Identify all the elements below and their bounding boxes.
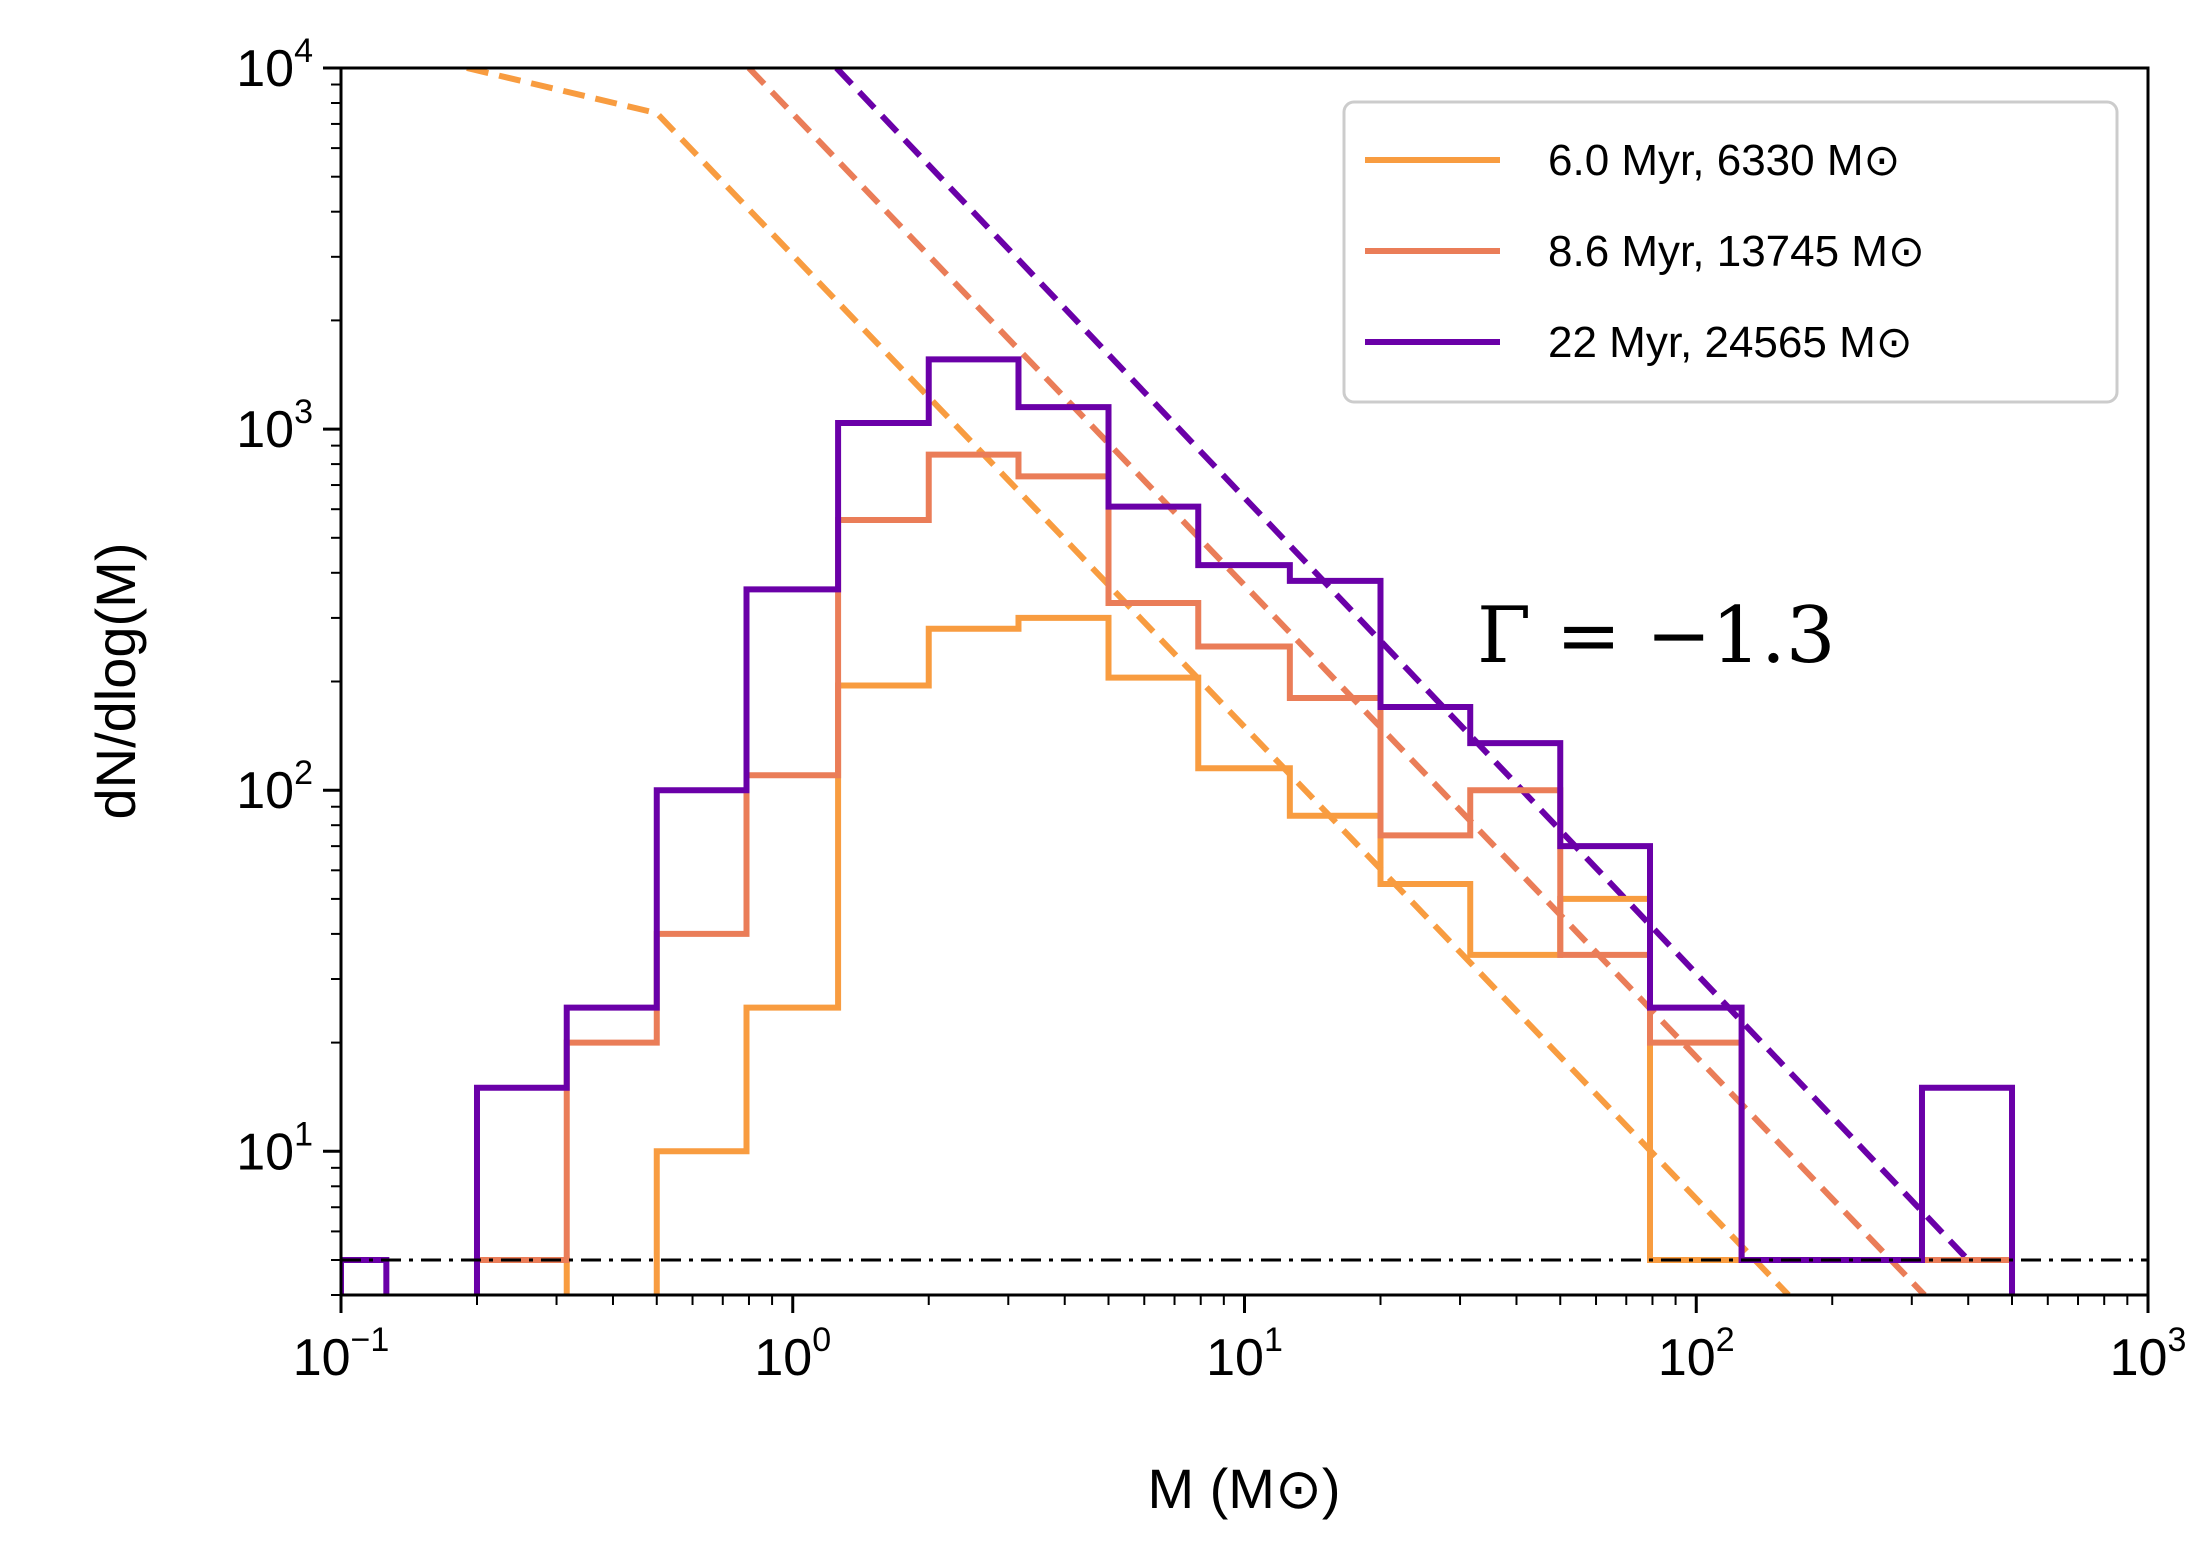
y-tick-label: 101 [236,1115,313,1181]
y-tick-label: 104 [236,32,313,98]
legend-label-22myr: 22 Myr, 24565 M⊙ [1548,318,1913,367]
tick-label-layer: 10−1 100 101 102 103 101 102 103 104 [236,32,2186,1387]
fit-line-series-1 [746,68,1927,1295]
y-axis-label: dN/dlog(M) [84,543,147,820]
x-tick-label: 102 [1658,1321,1735,1387]
plot-frame [339,66,2150,1297]
x-tick-label: 10−1 [293,1321,390,1387]
data-layer [341,68,2148,1295]
tick-layer [323,66,2150,1313]
legend-box [1342,100,2119,404]
legend-entry-8-6myr: 8.6 Myr, 13745 M⊙ [1365,227,1925,276]
legend-entry-22myr: 22 Myr, 24565 M⊙ [1365,318,1913,367]
legend: 6.0 Myr, 6330 M⊙ 8.6 Myr, 13745 M⊙ 22 My… [1342,100,2119,404]
x-axis-label: M (M⊙) [1147,1457,1340,1520]
fit-line-series-2 [834,68,1971,1263]
x-tick-label: 101 [1206,1321,1283,1387]
legend-entry-6myr: 6.0 Myr, 6330 M⊙ [1365,136,1900,185]
legend-label-8-6myr: 8.6 Myr, 13745 M⊙ [1548,227,1925,276]
histogram-series-0 [473,614,2016,1295]
histogram-series-1 [473,451,2016,1295]
plot-area [341,68,2148,1295]
y-tick-label: 103 [236,393,313,459]
x-tick-label: 103 [2110,1321,2187,1387]
y-tick-label: 102 [236,754,313,820]
histogram-series-2 [341,356,2016,1295]
legend-label-6myr: 6.0 Myr, 6330 M⊙ [1548,136,1900,185]
gamma-annotation: Γ = −1.3 [1477,591,1835,681]
x-tick-label: 100 [754,1321,831,1387]
